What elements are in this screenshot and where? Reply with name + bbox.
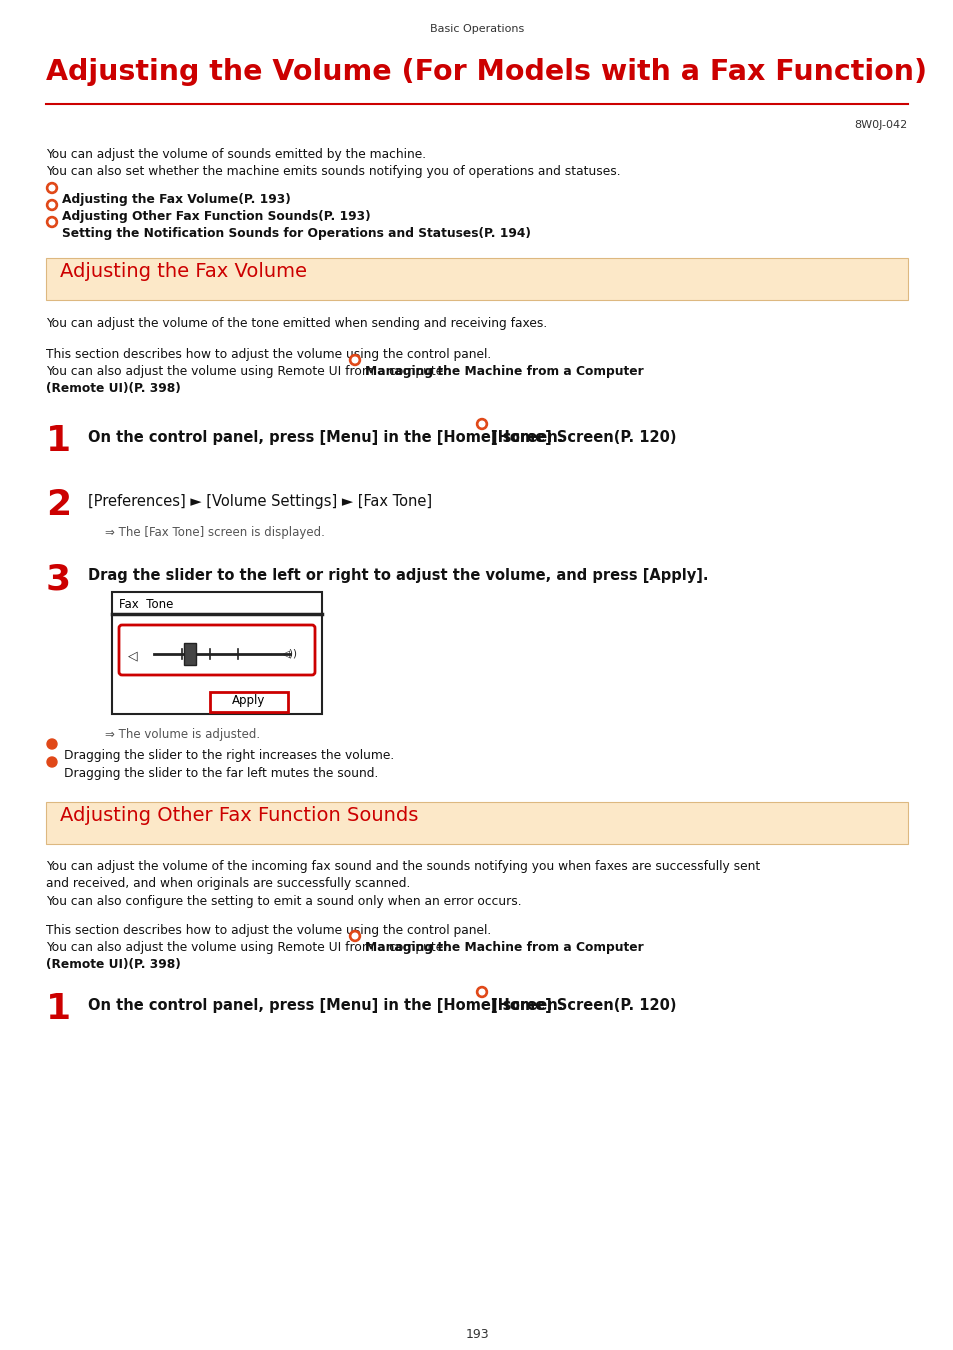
Text: 8W0J-042: 8W0J-042 (854, 120, 907, 130)
Text: On the control panel, press [Menu] in the [Home] screen.: On the control panel, press [Menu] in th… (88, 998, 568, 1012)
Text: and received, and when originals are successfully scanned.: and received, and when originals are suc… (46, 878, 410, 890)
Text: Fax  Tone: Fax Tone (119, 598, 173, 612)
Text: Adjusting the Fax Volume(P. 193): Adjusting the Fax Volume(P. 193) (62, 193, 291, 207)
Text: Apply: Apply (233, 694, 265, 707)
Bar (184, 643, 195, 666)
Text: You can also adjust the volume using Remote UI from a computer.: You can also adjust the volume using Rem… (46, 364, 455, 378)
Text: [Home] Screen(P. 120): [Home] Screen(P. 120) (491, 998, 676, 1012)
Text: 2: 2 (46, 487, 71, 522)
Text: You can also configure the setting to emit a sound only when an error occurs.: You can also configure the setting to em… (46, 895, 521, 909)
Text: Managing the Machine from a Computer: Managing the Machine from a Computer (365, 941, 643, 954)
Circle shape (352, 933, 357, 938)
FancyBboxPatch shape (119, 625, 314, 675)
Circle shape (47, 738, 57, 749)
Text: 1: 1 (46, 424, 71, 458)
Text: 1: 1 (46, 992, 71, 1026)
Bar (46, 802, 907, 844)
Circle shape (349, 930, 360, 941)
Text: You can also adjust the volume using Remote UI from a computer.: You can also adjust the volume using Rem… (46, 941, 455, 954)
Text: This section describes how to adjust the volume using the control panel.: This section describes how to adjust the… (46, 923, 491, 937)
Bar (112, 593, 322, 714)
Text: You can adjust the volume of sounds emitted by the machine.: You can adjust the volume of sounds emit… (46, 148, 426, 161)
Text: You can adjust the volume of the incoming fax sound and the sounds notifying you: You can adjust the volume of the incomin… (46, 860, 760, 873)
FancyBboxPatch shape (210, 693, 288, 711)
Circle shape (478, 990, 484, 995)
Text: ⇒ The volume is adjusted.: ⇒ The volume is adjusted. (105, 728, 260, 741)
Circle shape (352, 358, 357, 363)
Text: 3: 3 (46, 562, 71, 595)
Text: Drag the slider to the left or right to adjust the volume, and press [Apply].: Drag the slider to the left or right to … (88, 568, 708, 583)
Circle shape (476, 418, 487, 429)
Circle shape (47, 757, 57, 767)
Text: (Remote UI)(P. 398): (Remote UI)(P. 398) (46, 958, 180, 971)
Circle shape (50, 185, 54, 190)
Text: Managing the Machine from a Computer: Managing the Machine from a Computer (365, 364, 643, 378)
Circle shape (47, 216, 57, 228)
Text: You can adjust the volume of the tone emitted when sending and receiving faxes.: You can adjust the volume of the tone em… (46, 317, 547, 329)
Text: ◁: ◁ (128, 649, 137, 662)
Circle shape (50, 219, 54, 225)
Text: On the control panel, press [Menu] in the [Home] screen.: On the control panel, press [Menu] in th… (88, 431, 568, 446)
Circle shape (478, 421, 484, 427)
Bar (46, 258, 907, 300)
Text: [Preferences] ► [Volume Settings] ► [Fax Tone]: [Preferences] ► [Volume Settings] ► [Fax… (88, 494, 432, 509)
Text: (Remote UI)(P. 398): (Remote UI)(P. 398) (46, 382, 180, 396)
Text: Dragging the slider to the far left mutes the sound.: Dragging the slider to the far left mute… (64, 767, 378, 780)
Text: Adjusting the Fax Volume: Adjusting the Fax Volume (60, 262, 307, 281)
Text: [Home] Screen(P. 120): [Home] Screen(P. 120) (491, 431, 676, 446)
Text: Dragging the slider to the right increases the volume.: Dragging the slider to the right increas… (64, 749, 394, 761)
Text: This section describes how to adjust the volume using the control panel.: This section describes how to adjust the… (46, 348, 491, 360)
Text: Adjusting Other Fax Function Sounds(P. 193): Adjusting Other Fax Function Sounds(P. 1… (62, 211, 370, 223)
Circle shape (349, 355, 360, 366)
Text: ◁)): ◁)) (282, 649, 297, 659)
Text: Adjusting Other Fax Function Sounds: Adjusting Other Fax Function Sounds (60, 806, 418, 825)
Circle shape (47, 200, 57, 211)
Text: 193: 193 (465, 1328, 488, 1341)
Text: Basic Operations: Basic Operations (430, 24, 523, 34)
Text: ⇒ The [Fax Tone] screen is displayed.: ⇒ The [Fax Tone] screen is displayed. (105, 526, 325, 539)
Text: Setting the Notification Sounds for Operations and Statuses(P. 194): Setting the Notification Sounds for Oper… (62, 227, 530, 240)
Text: You can also set whether the machine emits sounds notifying you of operations an: You can also set whether the machine emi… (46, 165, 620, 178)
Circle shape (47, 182, 57, 193)
Text: Adjusting the Volume (For Models with a Fax Function): Adjusting the Volume (For Models with a … (46, 58, 926, 86)
Circle shape (476, 987, 487, 998)
Circle shape (50, 202, 54, 208)
